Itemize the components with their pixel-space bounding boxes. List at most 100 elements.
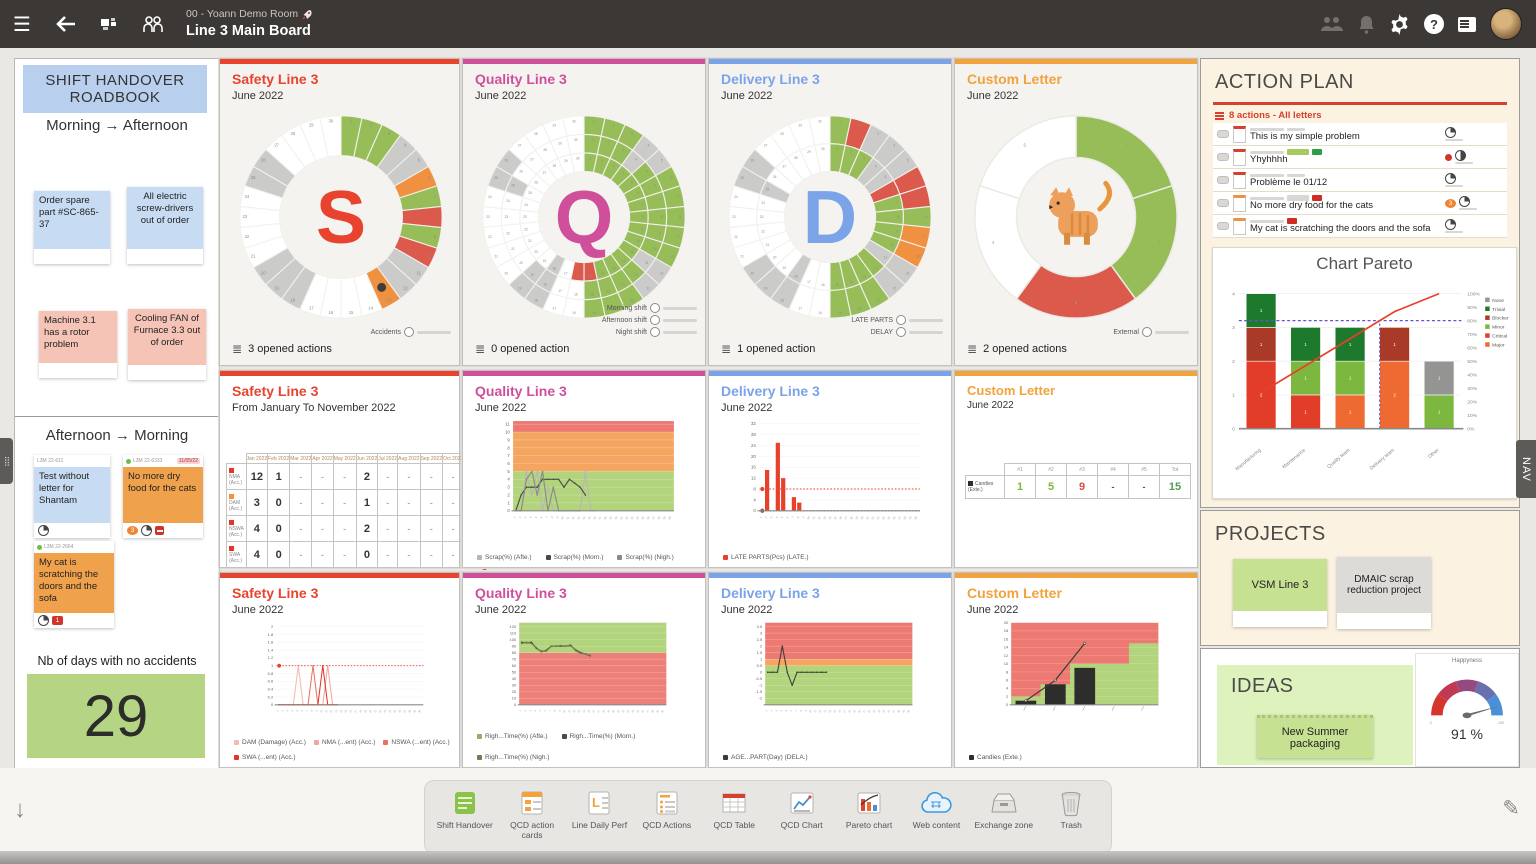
sticky-note[interactable]: All electric screw-drivers out of order xyxy=(127,187,203,264)
user-avatar[interactable] xyxy=(1490,8,1522,40)
svg-text:0: 0 xyxy=(760,670,763,675)
svg-text:0: 0 xyxy=(1006,702,1009,707)
dock-trash[interactable]: Trash xyxy=(1039,787,1103,831)
dock-line-daily-perf[interactable]: L Line Daily Perf xyxy=(567,787,631,831)
quality-letter-widget[interactable]: Quality Line 3 June 2022 1 2 3 4 5 6 7 8 9 10 11 12… xyxy=(462,58,706,366)
opened-actions-link[interactable]: ≣ 2 opened actions xyxy=(967,342,1067,356)
svg-text:12: 12 xyxy=(893,287,897,291)
help-icon[interactable]: ? xyxy=(1424,14,1444,34)
sticky-note[interactable]: L3M 22-611 Test without letter for Shant… xyxy=(34,455,110,538)
svg-text:8: 8 xyxy=(753,486,756,491)
widget-title: Custom Letter xyxy=(967,71,1062,87)
sticky-note[interactable]: Order spare part #SC-865-37 xyxy=(34,191,110,264)
svg-text:10: 10 xyxy=(512,696,517,701)
opened-actions-link[interactable]: ≣ 0 opened action xyxy=(475,342,570,356)
sticky-note[interactable]: Cooling FAN of Furnace 3.3 out of order xyxy=(128,309,206,380)
happiness-gauge-card[interactable]: Happyness 0 100 91 % xyxy=(1415,653,1519,767)
back-arrow-icon[interactable] xyxy=(44,0,88,48)
projects-panel[interactable]: PROJECTS VSM Line 3 DMAIC scrap reductio… xyxy=(1200,510,1520,646)
action-row[interactable]: Problème le 01/12 xyxy=(1213,169,1507,192)
days-no-accidents-value[interactable]: 29 xyxy=(27,674,205,758)
quality-bot: 1 2 3 4 5 6 7 8 9 10 11 12 13 14 15 16 17 18 19 20 21 22 23 24 2… xyxy=(510,622,667,714)
nav-side-tab[interactable]: NAV xyxy=(1516,440,1536,498)
sticky-note[interactable]: L3M 22-6333 11/05/22 No more dry food for… xyxy=(123,455,203,538)
quality-chart-widget[interactable]: Quality Line 3 June 2022 1 2 3 4 5 6 7 8 9 10 11 12… xyxy=(462,370,706,568)
action-row[interactable]: This is my simple problem xyxy=(1213,123,1507,146)
dock-qcd-action-cards[interactable]: QCD action cards xyxy=(500,787,564,841)
dock-qcd-chart[interactable]: QCD Chart xyxy=(770,787,834,831)
safety-letter-widget[interactable]: Safety Line 3 June 2022 1 2 3 4 5 6 7 8 9 10 11 12 1… xyxy=(219,58,460,366)
svg-text:26: 26 xyxy=(504,159,508,163)
svg-text:28: 28 xyxy=(553,164,557,168)
project-note[interactable]: VSM Line 3 xyxy=(1233,559,1327,627)
svg-text:20: 20 xyxy=(750,272,754,276)
dock-qcd-actions[interactable]: QCD Actions xyxy=(635,787,699,831)
tools-drawer-handle[interactable]: ⣿ xyxy=(0,438,13,484)
shift-handover-panel[interactable]: SHIFT HANDOVER ROADBOOK Morning → Aftern… xyxy=(14,58,220,770)
custom-trend-widget[interactable]: Custom Letter June 2022 0 2 4 6 8 10 12 14 16 18 2… xyxy=(954,572,1198,768)
custom-table-widget[interactable]: Custom Letter June 2022 #1 #2 #3 #4 #5 Tot Can… xyxy=(954,370,1198,568)
users-icon[interactable] xyxy=(1320,16,1344,32)
bell-icon[interactable] xyxy=(1358,15,1375,34)
svg-text:7: 7 xyxy=(795,709,799,712)
svg-text:16: 16 xyxy=(592,709,596,713)
svg-text:16: 16 xyxy=(572,311,576,315)
svg-text:4: 4 xyxy=(1006,686,1009,691)
safety-trend-widget[interactable]: Safety Line 3 June 2022 1 2 3 4 5 6 7 8 9 10 11 12 1… xyxy=(219,572,460,768)
actions-summary[interactable]: 8 actions - All letters xyxy=(1215,110,1519,121)
scroll-down-arrow-icon[interactable]: ↓ xyxy=(14,796,26,823)
legend-item: DAM (Damage) (Acc.) xyxy=(234,739,306,746)
edit-pencil-icon[interactable]: ✎ xyxy=(1502,797,1520,820)
ideas-panel[interactable]: IDEAS New Summer packaging Happyness 0 10… xyxy=(1200,648,1520,768)
delivery-chart-widget[interactable]: Delivery Line 3 June 2022 1 2 3 4 5 6 7 8 9 10 11 1… xyxy=(708,370,952,568)
project-note[interactable]: DMAIC scrap reduction project xyxy=(1337,557,1431,629)
svg-text:30: 30 xyxy=(907,709,911,713)
pareto-chart-card[interactable]: Chart Pareto 2 1 1 Manufacturing 1 1 1 Maintena… xyxy=(1212,247,1517,499)
board-layout-icon[interactable] xyxy=(88,0,132,48)
svg-text:28: 28 xyxy=(751,432,756,437)
sticky-note[interactable]: L3M 22-2664 My cat is scratching the doo… xyxy=(34,541,114,628)
dock-exchange-zone[interactable]: Exchange zone xyxy=(972,787,1036,831)
svg-text:1: 1 xyxy=(593,120,595,124)
quality-trend-widget[interactable]: Quality Line 3 June 2022 1 2 3 4 5 6 7 8 9 10 11 12… xyxy=(462,572,706,768)
delivery-trend-widget[interactable]: Delivery Line 3 June 2022 1 2 3 4 5 6 7 8 9 10 11 1… xyxy=(708,572,952,768)
opened-actions-link[interactable]: ≣ 3 opened actions xyxy=(232,342,332,356)
svg-text:28: 28 xyxy=(651,709,655,713)
dock-qcd-table[interactable]: QCD Table xyxy=(702,787,766,831)
widget-color-stripe xyxy=(709,573,951,578)
opened-actions-link[interactable]: ≣ 1 opened action xyxy=(721,342,816,356)
back-arrow-glyph xyxy=(56,16,75,32)
svg-text:15: 15 xyxy=(835,283,839,287)
action-type-icon xyxy=(1217,153,1229,161)
svg-text:Other: Other xyxy=(1427,447,1441,460)
late-dot-icon xyxy=(1445,153,1452,161)
room-name[interactable]: 00 - Yoann Demo Room xyxy=(186,8,313,21)
svg-text:3: 3 xyxy=(507,485,510,490)
dock-pareto-chart[interactable]: Pareto chart xyxy=(837,787,901,831)
svg-text:3: 3 xyxy=(769,515,773,519)
dock-shift-handover[interactable]: Shift Handover xyxy=(433,787,497,831)
svg-text:25: 25 xyxy=(511,184,515,188)
settings-gear-icon[interactable] xyxy=(1389,13,1410,35)
idea-note[interactable]: New Summer packaging xyxy=(1257,715,1373,758)
dock-web-content[interactable]: Web content xyxy=(904,787,968,831)
widget-title: Quality Line 3 xyxy=(475,585,567,601)
action-row[interactable]: No more dry food for the cats 3 xyxy=(1213,192,1507,215)
action-card-icon xyxy=(1233,217,1246,235)
room-members-icon[interactable] xyxy=(132,0,176,48)
custom-letter-widget[interactable]: Custom Letter June 2022 1 2 3 4 5 External ≣… xyxy=(954,58,1198,366)
action-row[interactable]: My cat is scratching the doors and the s… xyxy=(1213,215,1507,238)
action-row[interactable]: Yhyhhhh xyxy=(1213,146,1507,169)
sticky-note[interactable]: Machine 3.1 has a rotor problem xyxy=(39,311,117,378)
svg-text:23: 23 xyxy=(626,709,630,713)
svg-text:4: 4 xyxy=(1232,291,1235,297)
safety-table-widget[interactable]: Safety Line 3 From January To November 2… xyxy=(219,370,497,570)
news-icon[interactable] xyxy=(1458,16,1476,32)
delivery-letter-widget[interactable]: Delivery Line 3 June 2022 1 2 3 4 5 6 7 8 9 10 11 1… xyxy=(708,58,952,366)
legend-item: Righ...Time(%) (Morn.) xyxy=(561,733,635,740)
custom-donut-chart: 1 2 3 4 5 xyxy=(962,103,1190,331)
widget-color-stripe xyxy=(463,59,705,64)
svg-text:18: 18 xyxy=(794,274,798,278)
hamburger-menu-icon[interactable]: ☰ xyxy=(13,13,31,36)
svg-text:7: 7 xyxy=(434,194,437,199)
